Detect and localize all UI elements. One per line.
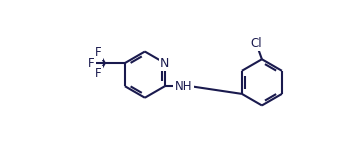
Text: Cl: Cl [251, 37, 262, 50]
Text: NH: NH [174, 80, 192, 93]
Text: F: F [95, 46, 102, 59]
Text: N: N [160, 57, 170, 70]
Text: F: F [88, 57, 94, 70]
Text: F: F [95, 67, 102, 80]
